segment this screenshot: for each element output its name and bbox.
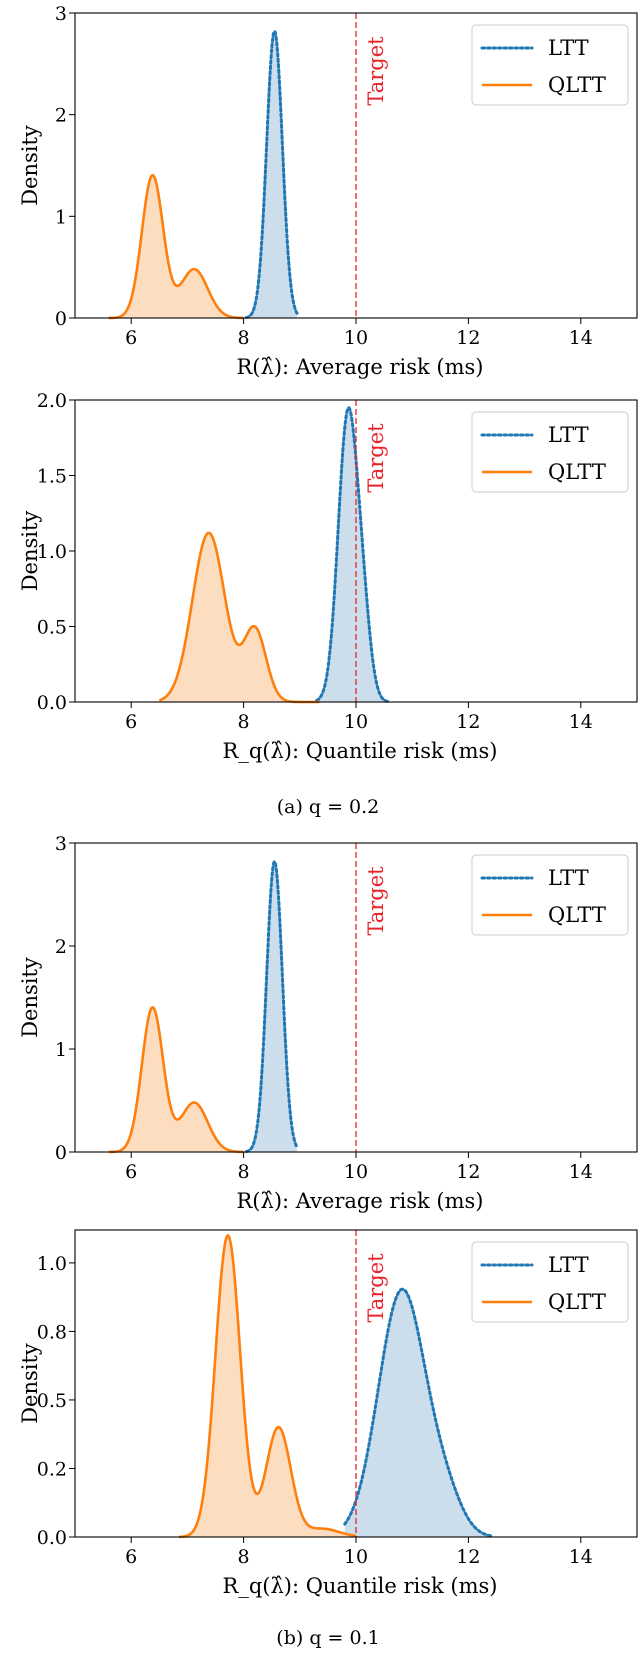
x-tick-label: 8 <box>238 1161 250 1183</box>
legend-label-ltt: LTT <box>548 1253 589 1277</box>
y-axis-label: Density <box>18 957 42 1038</box>
series-qltt-line <box>178 1233 357 1539</box>
target-label: Target <box>364 36 388 106</box>
series-ltt-area <box>344 1289 491 1537</box>
legend-label-ltt: LTT <box>548 36 589 60</box>
y-tick-label: 0 <box>55 308 67 330</box>
x-tick-label: 10 <box>344 327 368 349</box>
series-ltt-area <box>246 861 297 1152</box>
x-tick-label: 12 <box>456 327 480 349</box>
x-tick-label: 8 <box>238 327 250 349</box>
y-tick-label: 3 <box>55 833 67 855</box>
x-tick-label: 12 <box>456 1546 480 1568</box>
series-ltt-area <box>246 31 297 319</box>
x-tick-label: 14 <box>569 711 593 733</box>
y-tick-label: 2 <box>55 105 67 127</box>
series-ltt-line <box>343 1287 493 1538</box>
y-tick-label: 0.2 <box>37 1458 67 1480</box>
x-tick-label: 6 <box>125 711 137 733</box>
y-tick-label: 0.5 <box>37 617 67 639</box>
series-ltt-line <box>244 29 299 320</box>
series-ltt-line <box>244 859 299 1154</box>
series-ltt-area <box>316 407 390 702</box>
series-qltt-line <box>108 173 244 320</box>
series-qltt-area <box>108 1007 244 1152</box>
x-tick-label: 14 <box>569 327 593 349</box>
legend-label-ltt: LTT <box>548 866 589 890</box>
legend-label-qltt: QLTT <box>548 460 606 484</box>
y-tick-label: 1.5 <box>37 466 67 488</box>
series-qltt-line <box>108 1005 244 1154</box>
x-tick-label: 10 <box>344 711 368 733</box>
caption-a: (a) q = 0.2 <box>277 796 380 818</box>
legend-label-qltt: QLTT <box>548 1290 606 1314</box>
x-tick-label: 12 <box>456 711 480 733</box>
y-tick-label: 0 <box>55 1142 67 1164</box>
y-tick-label: 1 <box>55 1039 67 1061</box>
x-axis-label: R(λ̂): Average risk (ms) <box>237 1189 484 1213</box>
y-tick-label: 0.0 <box>37 692 67 714</box>
target-label: Target <box>364 866 388 936</box>
x-axis-label: R(λ̂): Average risk (ms) <box>237 355 484 379</box>
series-ltt-line <box>315 406 392 704</box>
x-tick-label: 6 <box>125 1546 137 1568</box>
chart-2: Target 6 8 10 12 14 0.0 0.5 1.0 1.5 2.0 R_q(λ̂): Qu… <box>18 390 638 763</box>
chart-4: Target 6 8 10 12 14 0.0 0.2 0.5 0.8 1.0 R_q(λ̂): Qu… <box>18 1229 638 1598</box>
x-tick-label: 8 <box>238 1546 250 1568</box>
y-tick-label: 2.0 <box>37 390 67 412</box>
series-qltt-area <box>159 532 320 702</box>
y-axis-label: Density <box>18 125 42 206</box>
y-tick-label: 0.8 <box>37 1321 67 1343</box>
x-tick-label: 10 <box>344 1546 368 1568</box>
y-tick-label: 0.0 <box>37 1527 67 1549</box>
x-tick-label: 6 <box>125 327 137 349</box>
legend-label-qltt: QLTT <box>548 903 606 927</box>
x-tick-label: 12 <box>456 1161 480 1183</box>
y-tick-label: 2 <box>55 936 67 958</box>
y-tick-label: 1 <box>55 206 67 228</box>
legend-label-ltt: LTT <box>548 423 589 447</box>
caption-b: (b) q = 0.1 <box>276 1627 379 1649</box>
series-qltt-area <box>108 175 244 318</box>
target-label: Target <box>364 423 388 493</box>
y-axis-label: Density <box>18 511 42 592</box>
x-tick-label: 8 <box>238 711 250 733</box>
x-tick-label: 10 <box>344 1161 368 1183</box>
x-axis-label: R_q(λ̂): Quantile risk (ms) <box>223 1574 498 1598</box>
y-tick-label: 0.5 <box>37 1390 67 1412</box>
x-axis-label: R_q(λ̂): Quantile risk (ms) <box>223 739 498 763</box>
y-axis-label: Density <box>18 1343 42 1424</box>
y-tick-label: 1.0 <box>37 541 67 563</box>
legend-label-qltt: QLTT <box>548 73 606 97</box>
target-label: Target <box>364 1253 388 1323</box>
y-tick-label: 1.0 <box>37 1253 67 1275</box>
series-qltt-area <box>178 1235 356 1537</box>
x-tick-label: 14 <box>569 1546 593 1568</box>
x-tick-label: 14 <box>569 1161 593 1183</box>
x-tick-label: 6 <box>125 1161 137 1183</box>
y-tick-label: 3 <box>55 3 67 25</box>
